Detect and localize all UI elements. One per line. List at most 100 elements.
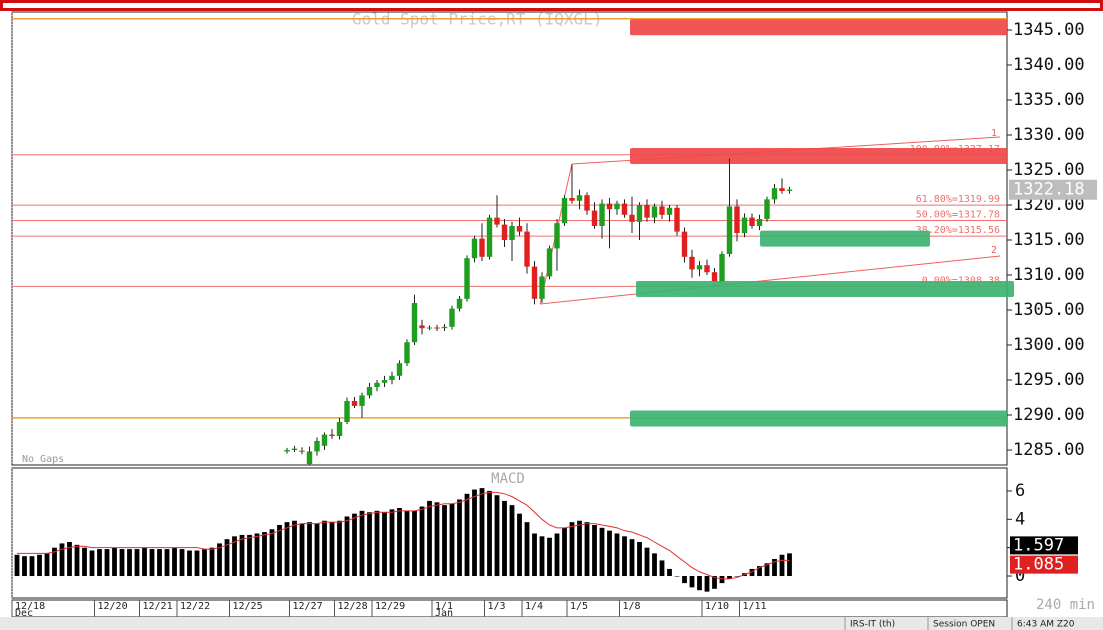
candle-body (321, 434, 328, 446)
x-tick-label: 1/3 (488, 601, 506, 612)
candle-body (389, 375, 395, 381)
macd-bar (727, 576, 732, 579)
candle-body (719, 254, 725, 283)
macd-bar (517, 513, 522, 577)
macd-bar (337, 520, 342, 577)
macd-bar (217, 543, 222, 577)
macd-bar (307, 522, 312, 577)
macd-bar (37, 554, 42, 577)
y-tick-label: 1325.00 (1013, 160, 1085, 180)
candle-body (576, 195, 583, 201)
signal-line (17, 491, 790, 580)
macd-bar (329, 522, 335, 577)
macd-bar (209, 547, 215, 577)
candle-body (651, 206, 658, 218)
candle-body (471, 238, 478, 259)
macd-bar (524, 522, 530, 577)
macd-bar (112, 547, 117, 577)
y-tick-label: 1320.00 (1013, 195, 1085, 215)
channel-label: 1 (991, 128, 997, 139)
candle-body (441, 326, 448, 329)
x-tick-label: 1/10 (705, 601, 729, 612)
no-gaps-label: No Gaps (22, 454, 64, 465)
last-price-label: 1322.18 (1013, 180, 1085, 200)
candle-body (291, 448, 298, 451)
macd-bar (704, 576, 710, 592)
y-tick-label: 1305.00 (1013, 300, 1085, 320)
candle-body (756, 219, 763, 227)
candle-body (299, 450, 305, 452)
macd-bar (119, 549, 125, 577)
macd-bar (14, 554, 20, 577)
macd-bar (457, 499, 462, 577)
macd-bar (629, 539, 635, 577)
macd-bar (322, 520, 327, 577)
macd-bar (502, 500, 507, 577)
macd-bar (764, 563, 770, 577)
y-tick-label: 1345.00 (1013, 20, 1085, 40)
macd-bar (442, 505, 447, 577)
candle-body (546, 248, 553, 277)
candle-body (666, 207, 673, 215)
candle-body (674, 207, 680, 232)
readout-label: 1.085 (1013, 555, 1064, 575)
macd-bar (637, 542, 642, 577)
candle-body (314, 440, 320, 452)
macd-bar (697, 576, 702, 591)
x-tick-label: 12/25 (233, 601, 263, 612)
zone (636, 281, 1014, 298)
y-tick-label: 1290.00 (1013, 405, 1085, 425)
candle-body (764, 199, 770, 220)
macd-bar (749, 568, 755, 577)
macd-bar (562, 527, 567, 577)
macd-bar (494, 495, 500, 577)
candle-body (711, 272, 718, 283)
macd-bar (262, 532, 267, 577)
channel-label: 2 (991, 245, 997, 256)
candle-body (411, 303, 418, 343)
macd-bar (652, 553, 657, 577)
macd-bar (89, 550, 95, 577)
macd-bar (314, 523, 320, 577)
level-label: 0.00%=1308.38 (922, 275, 1000, 286)
candle-body (404, 342, 410, 364)
macd-bar (584, 522, 590, 577)
candle-body (284, 450, 290, 452)
y2-tick-label: 0 (1015, 566, 1025, 586)
candle-body (374, 382, 380, 388)
candle-body (381, 380, 388, 383)
candle-body (516, 226, 523, 232)
x-tick-label: 1/1 (435, 601, 453, 612)
macd-bar (172, 547, 177, 577)
macd-bar (577, 520, 582, 577)
macd-bar (247, 534, 252, 577)
candle-body (659, 206, 665, 215)
x-tick-label: 12/21 (143, 601, 173, 612)
macd-bar (659, 560, 665, 577)
macd-bar (142, 547, 147, 577)
macd-bar (29, 556, 35, 577)
candle-body (749, 217, 755, 227)
candle-body (329, 434, 335, 437)
y-tick-label: 1340.00 (1013, 55, 1085, 75)
candle-body (509, 226, 515, 241)
candle-body (494, 217, 500, 225)
macd-bar (449, 503, 455, 577)
candle-body (479, 238, 485, 257)
x-tick-label: 12/18 (15, 601, 45, 612)
candle-body (524, 231, 530, 267)
candle-body (359, 395, 365, 406)
status-bar (0, 617, 1103, 630)
macd-bar (74, 544, 80, 577)
macd-bar (532, 533, 537, 577)
macd-bar (419, 506, 425, 577)
macd-bar (187, 550, 192, 577)
candle-body (456, 298, 463, 309)
macd-bar (82, 547, 87, 577)
zone (630, 147, 1007, 164)
candle-body (779, 188, 785, 192)
readout-box (1010, 536, 1078, 555)
level-label: 38.20%=1315.56 (916, 225, 1000, 236)
candle-body (704, 265, 710, 273)
